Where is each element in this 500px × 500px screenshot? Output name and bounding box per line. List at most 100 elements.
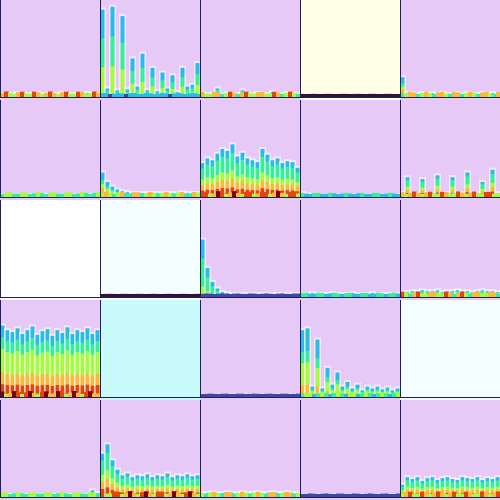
- heatmap-panel-8: [200, 100, 300, 200]
- intensity-band: [444, 493, 449, 498]
- intensity-band: [356, 393, 361, 398]
- intensity-band: [252, 193, 257, 198]
- intensity-band: [248, 393, 253, 398]
- intensity-band: [40, 93, 45, 98]
- intensity-band: [476, 93, 481, 98]
- intensity-band: [200, 393, 205, 398]
- intensity-band: [20, 91, 25, 98]
- intensity-band: [76, 392, 81, 398]
- intensity-band: [316, 93, 321, 98]
- intensity-band: [224, 193, 229, 198]
- intensity-band: [480, 491, 485, 498]
- peak-bar: [270, 184, 275, 196]
- peak-bar: [60, 375, 65, 396]
- intensity-band: [408, 91, 413, 98]
- intensity-band: [240, 293, 245, 298]
- intensity-band: [32, 91, 37, 98]
- intensity-band: [260, 393, 265, 398]
- intensity-band: [68, 192, 73, 198]
- intensity-band: [124, 293, 129, 298]
- intensity-band: [76, 91, 81, 98]
- peak-bar: [200, 185, 205, 196]
- intensity-band: [364, 292, 369, 298]
- intensity-band: [68, 493, 73, 498]
- intensity-band: [420, 193, 425, 198]
- intensity-band: [424, 192, 429, 198]
- peak-bar: [135, 489, 140, 496]
- intensity-band: [176, 192, 181, 198]
- intensity-band: [332, 493, 337, 498]
- intensity-band: [232, 393, 237, 398]
- intensity-band: [44, 193, 49, 198]
- intensity-band: [448, 193, 453, 198]
- intensity-band: [140, 492, 145, 498]
- intensity-band: [244, 293, 249, 298]
- intensity-band: [312, 93, 317, 98]
- intensity-band: [116, 491, 121, 498]
- intensity-band: [376, 93, 381, 98]
- intensity-band: [460, 192, 465, 198]
- intensity-band: [336, 193, 341, 198]
- intensity-band: [356, 293, 361, 298]
- heatmap-panel-plot: [200, 300, 300, 398]
- intensity-band: [304, 392, 309, 398]
- heatmap-panel-22: [100, 400, 200, 500]
- intensity-band: [148, 191, 153, 198]
- intensity-band: [240, 393, 245, 398]
- intensity-band: [260, 91, 265, 98]
- intensity-band: [384, 193, 389, 198]
- intensity-band: [196, 293, 200, 298]
- intensity-band: [440, 91, 445, 98]
- intensity-band: [288, 293, 293, 298]
- intensity-band: [484, 191, 489, 198]
- intensity-band: [100, 193, 105, 198]
- peak-bar: [100, 188, 105, 196]
- peak-bar: [120, 489, 125, 496]
- heatmap-panel-plot: [400, 0, 500, 98]
- intensity-band: [392, 392, 397, 398]
- intensity-band: [256, 293, 261, 298]
- intensity-band: [8, 393, 13, 398]
- heatmap-panel-4: [300, 0, 400, 100]
- intensity-band: [492, 93, 497, 98]
- peak-bar: [65, 373, 70, 396]
- intensity-band: [440, 191, 445, 198]
- intensity-band: [364, 193, 369, 198]
- intensity-band: [332, 292, 337, 298]
- intensity-band: [340, 493, 345, 498]
- heatmap-panel-plot: [100, 0, 200, 98]
- peak-bar: [30, 384, 35, 396]
- intensity-band: [324, 193, 329, 198]
- intensity-band: [112, 293, 117, 298]
- peak-bar: [55, 374, 60, 396]
- heatmap-panel-plot: [400, 400, 500, 498]
- intensity-band: [492, 292, 497, 298]
- intensity-band: [212, 491, 217, 498]
- intensity-band: [40, 193, 45, 198]
- intensity-band: [24, 493, 29, 498]
- intensity-band: [132, 192, 137, 198]
- intensity-band: [456, 191, 461, 198]
- intensity-band: [272, 492, 277, 498]
- intensity-band: [440, 492, 445, 498]
- intensity-band: [52, 92, 57, 98]
- intensity-band: [100, 294, 105, 298]
- intensity-band: [12, 193, 17, 198]
- intensity-band: [492, 492, 497, 498]
- peak-bar: [50, 375, 55, 396]
- intensity-band: [268, 393, 273, 398]
- peak-bar: [235, 189, 240, 196]
- intensity-band: [436, 92, 441, 98]
- peak-bar: [5, 385, 10, 396]
- intensity-band: [400, 192, 405, 198]
- intensity-band: [264, 293, 269, 298]
- intensity-band: [368, 293, 373, 298]
- intensity-band: [264, 393, 269, 398]
- intensity-band: [108, 293, 113, 298]
- peak-bar: [60, 385, 65, 396]
- intensity-band: [212, 91, 217, 98]
- intensity-band: [100, 93, 105, 98]
- intensity-band: [404, 93, 409, 98]
- peak-bar: [335, 388, 340, 396]
- intensity-band: [72, 193, 77, 198]
